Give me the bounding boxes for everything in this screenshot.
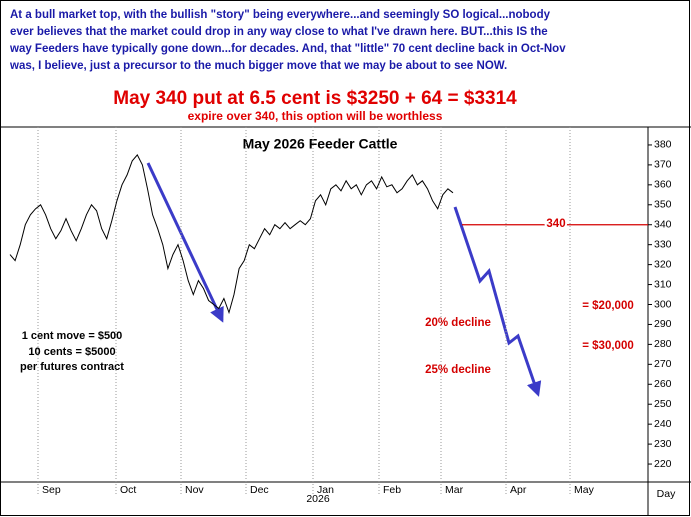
header-line: was, I believe, just a precursor to the … <box>9 60 507 72</box>
note: 1 cent move = $500 <box>22 330 123 342</box>
y-tick-label: 320 <box>654 258 672 270</box>
y-tick-label: 370 <box>654 159 672 171</box>
header-line: At a bull market top, with the bullish "… <box>10 9 551 21</box>
subheadline: expire over 340, this option will be wor… <box>188 109 443 123</box>
arrow <box>146 162 224 323</box>
year-label: 2026 <box>306 493 330 505</box>
dollar-note: = $20,000 <box>582 300 633 312</box>
y-tick-label: 250 <box>654 398 672 410</box>
headline: May 340 put at 6.5 cent is $3250 + 64 = … <box>113 88 517 109</box>
note: per futures contract <box>20 361 124 373</box>
x-tick-label: Nov <box>185 484 204 496</box>
reference-label: 340 <box>546 218 565 230</box>
y-tick-label: 240 <box>654 418 672 430</box>
y-tick-label: 290 <box>654 318 672 330</box>
dollar-note: = $30,000 <box>582 340 633 352</box>
y-tick-label: 350 <box>654 199 672 211</box>
y-tick-label: 300 <box>654 298 672 310</box>
y-tick-label: 310 <box>654 278 672 290</box>
chart-title: May 2026 Feeder Cattle <box>243 136 398 152</box>
x-tick-label: Mar <box>445 484 464 496</box>
decline-note: 20% decline <box>425 317 491 329</box>
header-line: ever believes that the market could drop… <box>10 26 548 38</box>
y-tick-label: 270 <box>654 358 672 370</box>
x-tick-label: Oct <box>120 484 136 496</box>
y-tick-label: 380 <box>654 139 672 151</box>
x-unit-label: Day <box>657 488 676 500</box>
x-tick-label: Apr <box>510 484 527 496</box>
x-tick-label: Feb <box>383 484 401 496</box>
decline-note: 25% decline <box>425 364 491 376</box>
price-line <box>9 154 454 315</box>
x-tick-label: Dec <box>250 484 269 496</box>
x-tick-label: Jan <box>317 484 334 496</box>
y-tick-label: 340 <box>654 219 672 231</box>
arrow <box>453 206 542 397</box>
y-tick-label: 230 <box>654 438 672 450</box>
y-tick-label: 220 <box>654 458 672 470</box>
x-tick-label: Sep <box>42 484 61 496</box>
header-line: way Feeders have typically gone down...f… <box>9 43 566 55</box>
y-tick-label: 260 <box>654 378 672 390</box>
x-tick-label: May <box>574 484 595 496</box>
note: 10 cents = $5000 <box>28 346 115 358</box>
y-tick-label: 360 <box>654 179 672 191</box>
y-tick-label: 330 <box>654 238 672 250</box>
y-tick-label: 280 <box>654 338 672 350</box>
